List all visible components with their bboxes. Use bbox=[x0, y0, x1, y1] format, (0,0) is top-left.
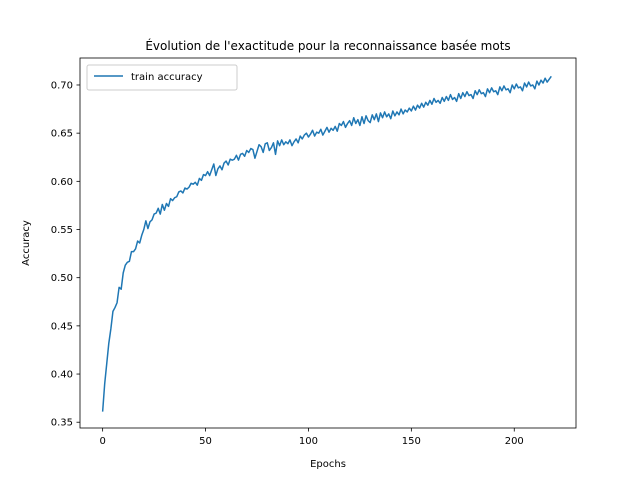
legend-label: train accuracy bbox=[131, 72, 203, 83]
plot-frame bbox=[79, 57, 577, 429]
y-tick-label: 0.70 bbox=[51, 80, 73, 91]
x-axis-ticks: 0 50 100 150 200 bbox=[99, 428, 524, 447]
y-tick-label: 0.50 bbox=[51, 273, 73, 284]
x-axis-label: Epochs bbox=[310, 459, 346, 470]
legend-box bbox=[86, 64, 238, 91]
x-tick-label: 150 bbox=[402, 436, 421, 447]
y-tick-label: 0.55 bbox=[51, 225, 73, 236]
plot-area bbox=[80, 58, 576, 428]
y-tick-label: 0.60 bbox=[51, 177, 73, 188]
x-tick-label: 200 bbox=[505, 436, 524, 447]
y-axis-label: Accuracy bbox=[21, 220, 32, 266]
x-tick-label: 50 bbox=[199, 436, 212, 447]
y-tick-label: 0.40 bbox=[51, 370, 73, 381]
y-tick-label: 0.45 bbox=[51, 321, 73, 332]
y-axis-ticks: 0.35 0.40 0.45 0.50 0.55 0.60 0.65 0.70 bbox=[51, 80, 80, 429]
series-line-train-accuracy bbox=[101, 75, 552, 412]
y-tick-label: 0.35 bbox=[51, 418, 73, 429]
y-tick-label: 0.65 bbox=[51, 129, 73, 140]
legend: train accuracy bbox=[86, 64, 238, 91]
x-tick-label: 0 bbox=[99, 436, 105, 447]
x-tick-label: 100 bbox=[299, 436, 318, 447]
chart-title: Évolution de l'exactitude pour la reconn… bbox=[145, 38, 510, 53]
